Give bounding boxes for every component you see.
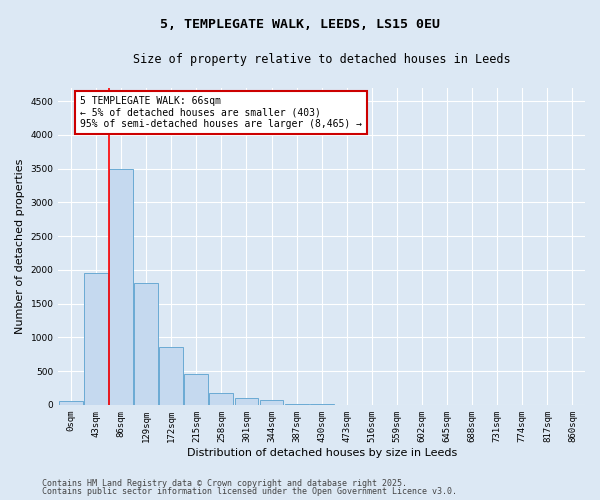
X-axis label: Distribution of detached houses by size in Leeds: Distribution of detached houses by size … — [187, 448, 457, 458]
Bar — [59, 402, 83, 405]
Bar — [109, 168, 133, 405]
Text: 5 TEMPLEGATE WALK: 66sqm
← 5% of detached houses are smaller (403)
95% of semi-d: 5 TEMPLEGATE WALK: 66sqm ← 5% of detache… — [80, 96, 362, 129]
Bar — [184, 374, 208, 405]
Title: Size of property relative to detached houses in Leeds: Size of property relative to detached ho… — [133, 52, 511, 66]
Bar — [235, 398, 259, 405]
Bar — [160, 348, 183, 405]
Text: 5, TEMPLEGATE WALK, LEEDS, LS15 0EU: 5, TEMPLEGATE WALK, LEEDS, LS15 0EU — [160, 18, 440, 30]
Bar — [285, 404, 308, 405]
Y-axis label: Number of detached properties: Number of detached properties — [15, 158, 25, 334]
Bar — [260, 400, 283, 405]
Text: Contains HM Land Registry data © Crown copyright and database right 2025.: Contains HM Land Registry data © Crown c… — [42, 478, 407, 488]
Bar — [84, 273, 108, 405]
Bar — [209, 393, 233, 405]
Bar — [134, 284, 158, 405]
Text: Contains public sector information licensed under the Open Government Licence v3: Contains public sector information licen… — [42, 487, 457, 496]
